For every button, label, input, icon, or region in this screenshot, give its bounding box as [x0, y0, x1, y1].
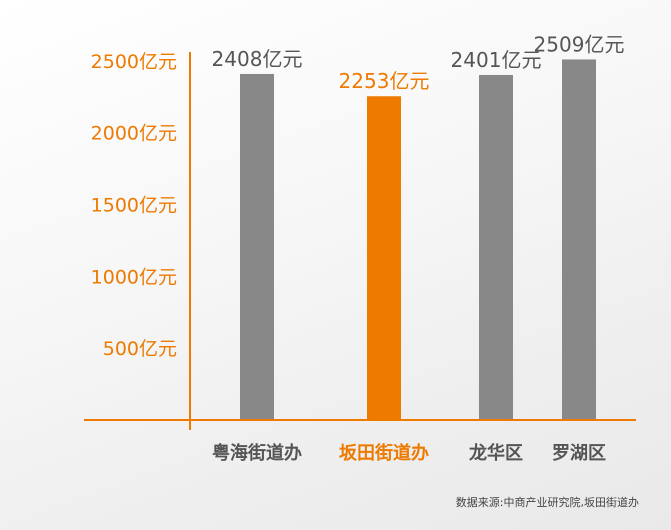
bar	[479, 74, 513, 420]
y-tick-label: 2000亿元	[91, 123, 177, 145]
bar	[562, 59, 596, 421]
bar	[240, 73, 274, 420]
data-label: 2509亿元	[534, 32, 625, 56]
y-tick-label: 500亿元	[103, 338, 177, 360]
x-tick-label: 坂田街道办	[339, 442, 429, 464]
bars	[240, 59, 596, 421]
x-tick-label: 龙华区	[469, 442, 523, 464]
data-label: 2253亿元	[339, 69, 430, 93]
source-note: 数据来源:中商产业研究院,坂田街道办	[455, 496, 639, 509]
y-tick-label: 1000亿元	[91, 266, 177, 288]
x-tick-label: 粤海街道办	[212, 442, 302, 464]
y-tick-label: 2500亿元	[91, 51, 177, 73]
x-tick-label: 罗湖区	[552, 443, 606, 464]
data-label: 2408亿元	[212, 47, 303, 71]
y-axis-ticks: 500亿元 1000亿元 1500亿元 2000亿元 2500亿元	[91, 51, 177, 360]
bar	[367, 96, 401, 420]
y-tick-label: 1500亿元	[91, 194, 177, 216]
data-label: 2401亿元	[451, 48, 542, 72]
x-axis-labels: 粤海街道办 坂田街道办 龙华区 罗湖区	[212, 442, 606, 464]
